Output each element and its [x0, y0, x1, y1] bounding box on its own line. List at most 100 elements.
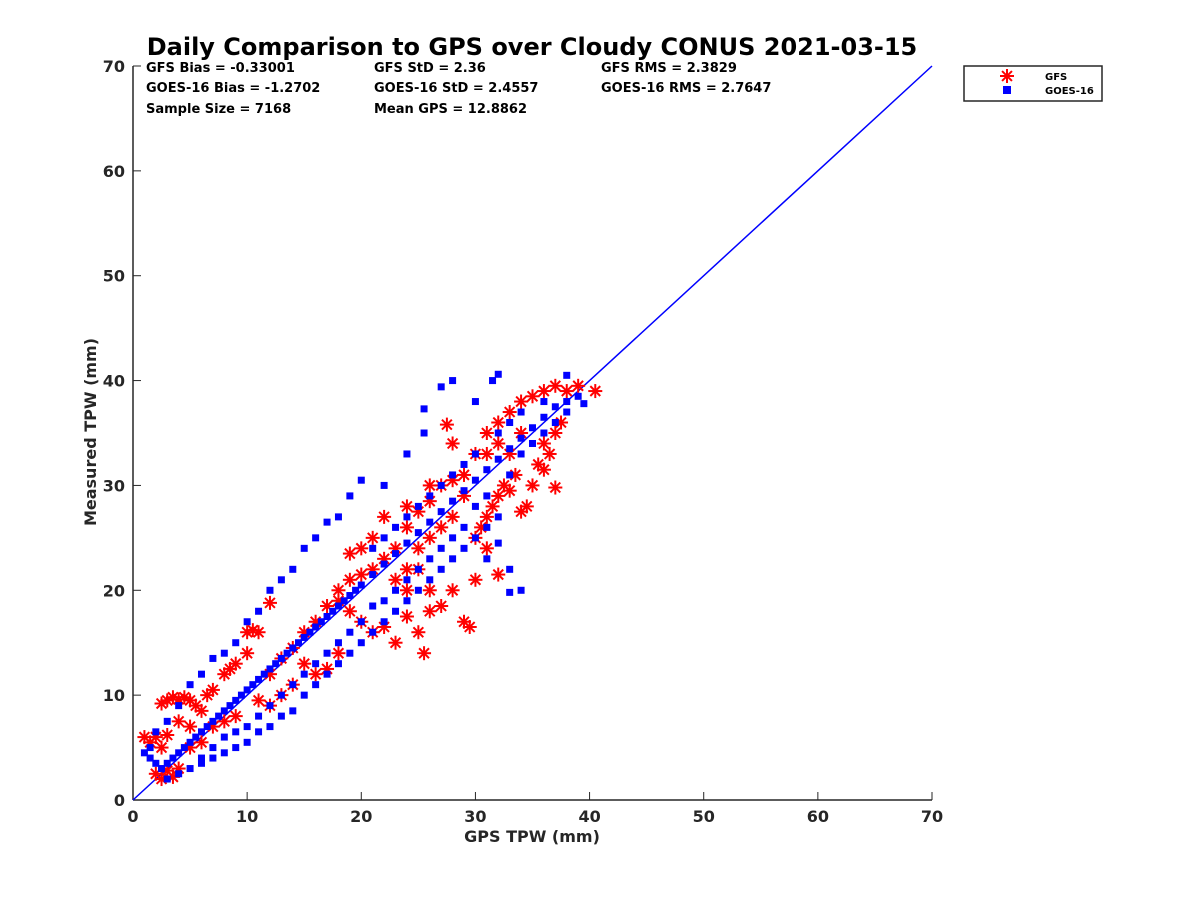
goes16-point [420, 405, 428, 413]
gfs-point [588, 384, 603, 399]
goes16-point [494, 513, 502, 521]
gfs-point [154, 696, 169, 711]
goes16-point [197, 728, 205, 736]
goes16-point [312, 623, 320, 631]
gfs-point [365, 530, 380, 545]
goes16-point [540, 413, 548, 421]
goes16-point [334, 602, 342, 610]
goes16-point [175, 749, 183, 757]
y-axis-label: Measured TPW (mm) [81, 338, 100, 526]
goes16-point [255, 675, 263, 683]
goes16-point [220, 707, 228, 715]
gfs-point [297, 656, 312, 671]
goes16-point [289, 565, 297, 573]
goes16-point [323, 613, 331, 620]
gfs-point [411, 625, 426, 640]
gfs-point [228, 656, 243, 671]
gfs-point [422, 604, 437, 619]
goes16-point [352, 586, 360, 594]
goes16-point [220, 733, 228, 741]
goes16-point [563, 371, 571, 379]
goes16-point [426, 492, 434, 500]
goes16-point [357, 476, 365, 484]
goes16-point [243, 618, 251, 626]
gfs-point [468, 572, 483, 587]
goes16-point [300, 633, 308, 641]
goes16-point [152, 759, 160, 767]
goes16-point [334, 639, 342, 647]
goes16-point [255, 728, 263, 736]
x-tick-label: 10 [236, 807, 258, 826]
legend-label: GOES-16 [1045, 86, 1094, 97]
gfs-point [445, 583, 460, 598]
goes16-point [243, 723, 251, 731]
gfs-point [342, 572, 357, 587]
goes16-point [580, 400, 588, 408]
goes16-point [357, 618, 365, 626]
goes16-point [449, 471, 457, 479]
goes16-point [369, 571, 377, 579]
goes16-point [426, 518, 434, 526]
goes16-point [209, 744, 217, 752]
goes16-point [483, 555, 491, 563]
goes16-point [392, 607, 400, 615]
stat-text: GFS Bias = -0.33001 [146, 61, 295, 76]
goes16-point [255, 712, 263, 720]
goes16-point [540, 398, 548, 406]
gfs-point [177, 690, 192, 705]
gfs-point [331, 646, 346, 661]
goes16-point [483, 466, 491, 474]
goes16-point [449, 534, 457, 542]
goes16-point [494, 370, 502, 378]
gfs-point [536, 436, 551, 451]
goes16-point [449, 555, 457, 563]
goes16-point [494, 539, 502, 547]
goes16-point [197, 759, 205, 767]
goes16-point [489, 377, 497, 385]
gfs-point [462, 619, 477, 634]
goes16-point [369, 628, 377, 636]
goes16-point [163, 759, 171, 767]
goes16-point [414, 529, 422, 537]
gfs-point [171, 714, 186, 729]
goes16-point [146, 754, 154, 762]
x-tick-label: 60 [807, 807, 829, 826]
gfs-point [160, 727, 175, 742]
gfs-point [183, 719, 198, 734]
goes16-point [403, 539, 411, 547]
goes16-point [346, 592, 354, 600]
gfs-point [525, 389, 540, 404]
goes16-point [346, 649, 354, 657]
goes16-point [414, 565, 422, 573]
gfs-point [308, 667, 323, 682]
goes16-point [186, 765, 194, 773]
goes16-point [209, 717, 217, 725]
legend-goes16-marker [1003, 86, 1011, 94]
gfs-point [548, 480, 563, 495]
goes16-point [186, 738, 194, 746]
x-tick-label: 0 [127, 807, 138, 826]
goes16-point [312, 534, 320, 542]
gfs-point [399, 583, 414, 598]
y-tick-label: 0 [114, 791, 125, 810]
goes16-point [158, 765, 166, 773]
goes16-point [277, 576, 285, 584]
gfs-point [434, 599, 449, 614]
goes16-point [232, 728, 240, 736]
gfs-point [536, 384, 551, 399]
goes16-point [306, 628, 314, 636]
gfs-point [342, 546, 357, 561]
goes16-point [249, 681, 257, 689]
gfs-point [491, 567, 506, 582]
goes16-point [346, 492, 354, 500]
x-tick-label: 20 [350, 807, 372, 826]
goes16-point [460, 544, 468, 552]
gfs-point [479, 509, 494, 524]
gfs-point [154, 740, 169, 755]
goes16-point [357, 639, 365, 647]
gfs-point [377, 509, 392, 524]
goes16-point [403, 450, 411, 458]
gfs-point [434, 520, 449, 535]
goes16-point [403, 576, 411, 584]
gfs-point [262, 595, 277, 610]
